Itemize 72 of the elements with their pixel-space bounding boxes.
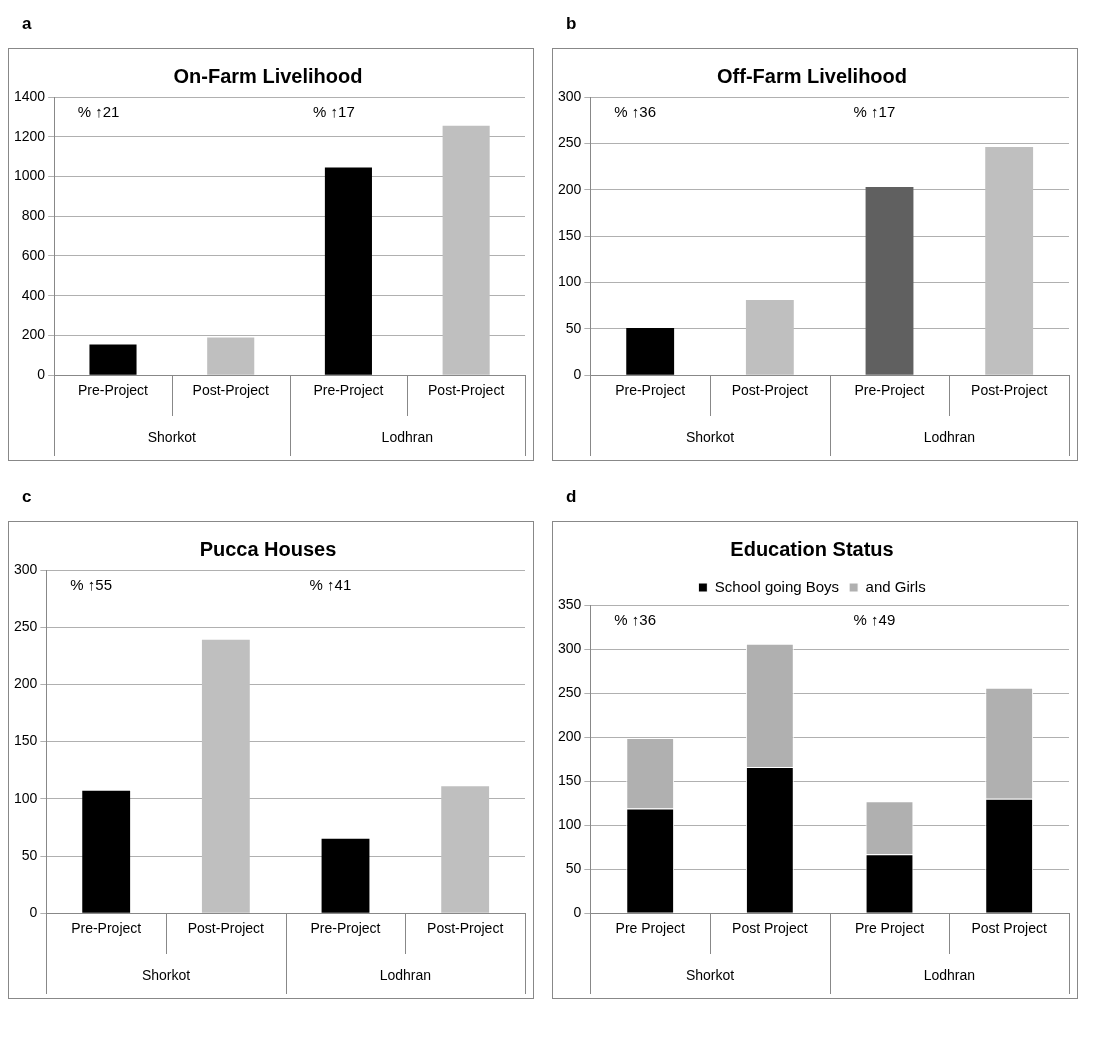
annotation: % ↑55 — [70, 576, 112, 594]
x-tick-label: Post Project — [732, 920, 808, 937]
annotation: % ↑36 — [614, 103, 656, 121]
y-tick-label: 800 — [21, 207, 46, 224]
x-tick-label: Post-Project — [427, 920, 504, 937]
x-tick-label: Pre-Project — [310, 920, 381, 937]
text: Lodhran — [381, 428, 433, 445]
y-tick-label: 150 — [14, 732, 38, 749]
x-tick-label: Post Project — [971, 920, 1048, 937]
x-tick-label: Post-Project — [971, 382, 1048, 399]
y-tick-label: 0 — [29, 904, 38, 921]
y-tick-label: 100 — [558, 816, 582, 832]
y-tick-label: 150 — [558, 226, 582, 243]
annotation: % ↑17 — [853, 103, 896, 121]
text: Shorkot — [141, 966, 191, 983]
y-tick-label: 600 — [21, 246, 46, 263]
x-tick-label: Pre-Project — [77, 382, 149, 399]
annotation: % ↑49 — [853, 611, 896, 629]
text: Shorkot — [685, 428, 735, 445]
y-tick-label: 100 — [558, 273, 582, 290]
y-tick-label: 0 — [573, 366, 582, 383]
y-tick-label: 100 — [14, 789, 38, 806]
x-tick-label: Post-Project — [192, 382, 269, 399]
y-tick-label: 50 — [565, 860, 582, 877]
text: Shorkot — [685, 966, 735, 983]
y-tick-label: 300 — [14, 560, 38, 577]
x-tick-label: Pre-Project — [615, 382, 686, 399]
y-tick-label: 250 — [558, 683, 582, 700]
y-tick-label: 200 — [21, 326, 46, 343]
y-tick-label: 0 — [573, 904, 582, 921]
x-tick-label: Pre-Project — [854, 382, 925, 399]
text: Shorkot — [147, 428, 197, 445]
y-tick-label: 200 — [558, 180, 582, 197]
y-tick-label: 1400 — [13, 87, 46, 104]
annotation: % ↑21 — [77, 103, 120, 121]
y-tick-label: 250 — [14, 618, 38, 635]
y-tick-label: 400 — [21, 286, 46, 303]
y-tick-label: 1200 — [13, 127, 46, 144]
x-tick-label: Post-Project — [731, 382, 809, 399]
x-tick-label: Post-Project — [428, 382, 505, 399]
chart-title: On-Farm Livelihood — [173, 64, 363, 87]
y-tick-label: 250 — [558, 134, 582, 151]
text: c — [21, 486, 33, 508]
x-tick-label: Pre Project — [615, 920, 685, 937]
y-tick-label: 350 — [558, 595, 582, 612]
text: b — [565, 13, 578, 35]
legend-label: School going Boys — [714, 577, 840, 595]
x-tick-label: Pre Project — [854, 920, 925, 937]
text: a — [21, 13, 33, 35]
text: Lodhran — [923, 966, 976, 983]
legend-label: and Girls — [865, 577, 926, 595]
y-tick-label: 200 — [14, 675, 38, 692]
x-tick-label: Post-Project — [187, 920, 265, 937]
y-tick-label: 0 — [37, 366, 46, 383]
y-tick-label: 50 — [21, 846, 38, 863]
chart-title: Pucca Houses — [199, 537, 337, 560]
annotation: % ↑36 — [614, 611, 656, 629]
chart-title: Education Status — [730, 537, 894, 560]
chart-title: Off-Farm Livelihood — [717, 64, 907, 87]
y-tick-label: 50 — [565, 319, 582, 336]
x-tick-label: Pre-Project — [71, 920, 142, 937]
text: d — [565, 486, 578, 508]
annotation: % ↑17 — [313, 103, 355, 121]
text: Lodhran — [379, 966, 432, 983]
annotation: % ↑41 — [309, 576, 352, 594]
y-tick-label: 300 — [558, 639, 582, 656]
y-tick-label: 300 — [558, 87, 582, 104]
text: Lodhran — [923, 428, 976, 445]
y-tick-label: 200 — [558, 727, 582, 744]
x-tick-label: Pre-Project — [313, 382, 384, 399]
y-tick-label: 1000 — [13, 167, 46, 184]
y-tick-label: 150 — [558, 771, 582, 788]
